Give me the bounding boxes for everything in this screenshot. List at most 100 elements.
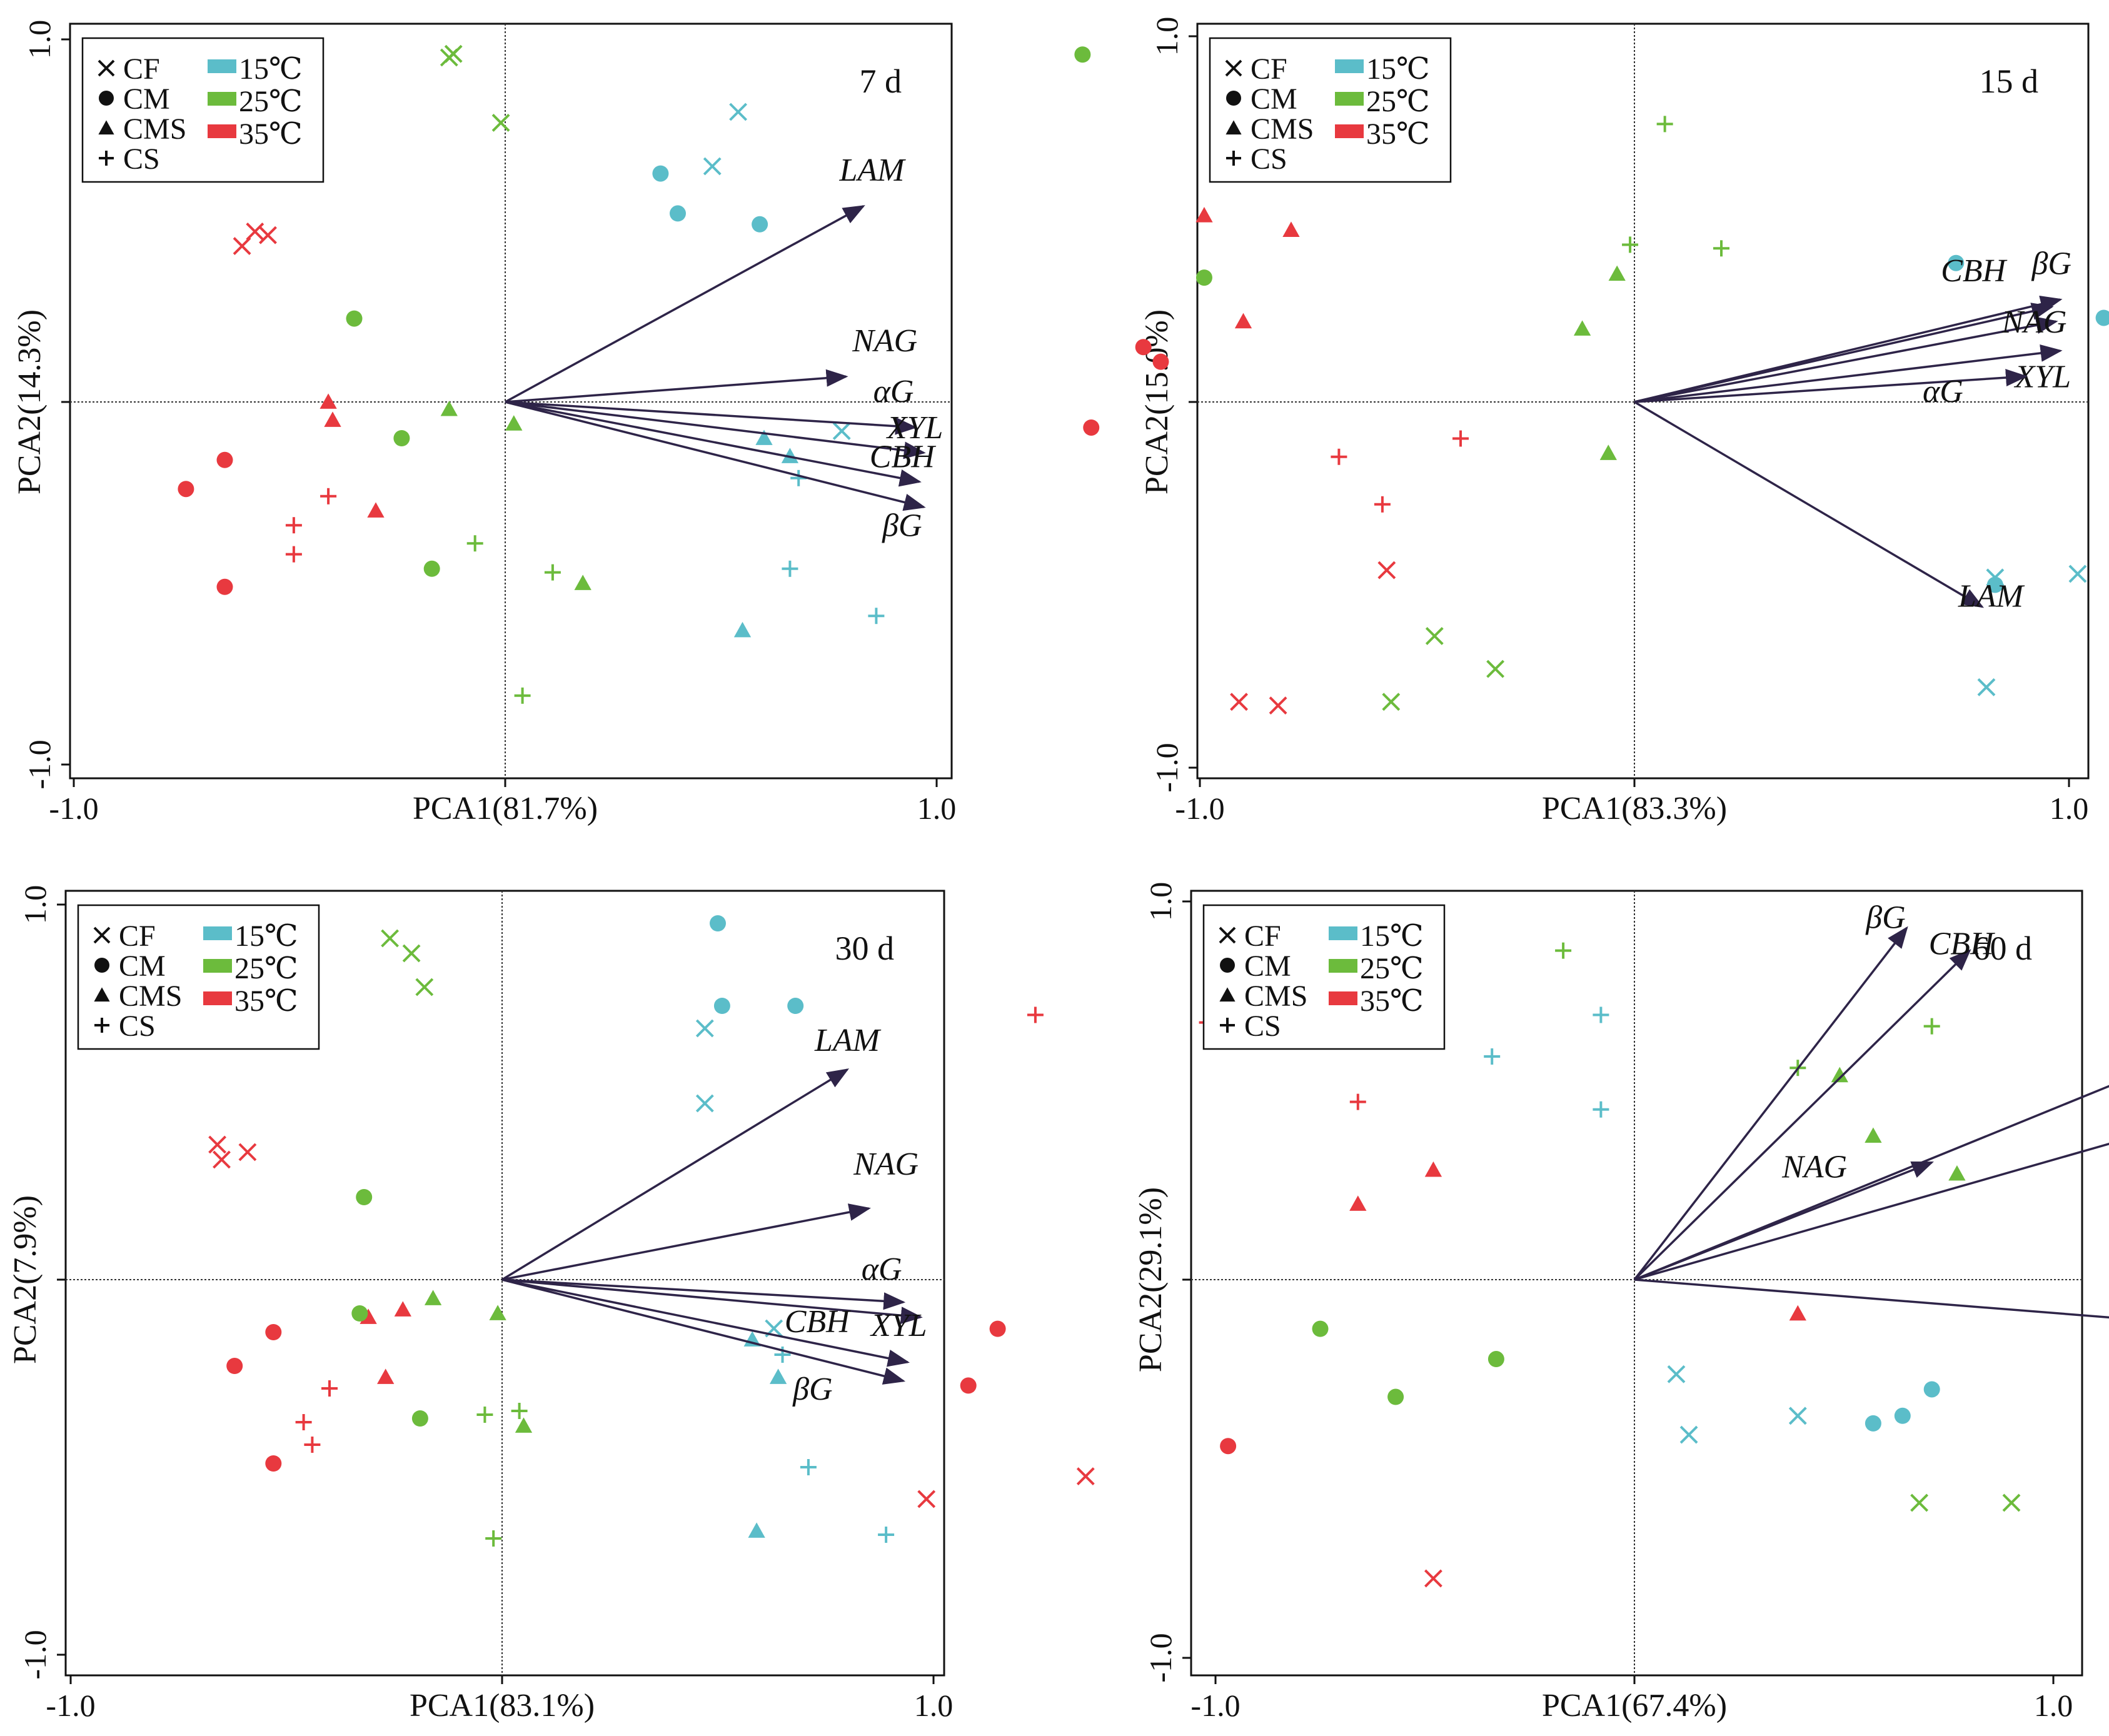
loading-arrow xyxy=(505,401,926,459)
data-point xyxy=(505,415,523,431)
x-tick-label: 1.0 xyxy=(917,791,957,826)
data-point xyxy=(1656,116,1673,133)
data-point xyxy=(1349,1195,1367,1211)
data-point xyxy=(1948,254,1965,271)
y-tick-label: -1.0 xyxy=(1149,743,1184,792)
legend-box xyxy=(1202,904,1446,1050)
data-point xyxy=(295,1414,312,1430)
data-point xyxy=(466,535,483,552)
loading-arrow xyxy=(501,1278,906,1385)
loading-arrow xyxy=(501,1068,849,1281)
legend-marker xyxy=(94,987,110,1002)
data-point xyxy=(2095,309,2109,326)
data-point xyxy=(1374,496,1391,513)
legend-label: 25℃ xyxy=(1366,85,1430,118)
data-point xyxy=(2002,1493,2021,1512)
legend-swatch xyxy=(1329,926,1357,940)
data-point xyxy=(285,546,302,563)
legend-label: CF xyxy=(1251,53,1287,86)
legend-label: CMS xyxy=(1251,113,1314,146)
legend-label: 35℃ xyxy=(1366,118,1430,151)
data-point xyxy=(782,560,798,577)
loading-label: LAM xyxy=(814,1023,882,1058)
legend-marker xyxy=(94,1018,109,1033)
data-point xyxy=(1923,1018,1940,1035)
legend-marker xyxy=(1219,926,1236,944)
x-tick-label: 1.0 xyxy=(2050,791,2089,826)
y-axis-title: PCA2(7.9%) xyxy=(8,1195,43,1364)
data-point xyxy=(989,1320,1006,1337)
legend-marker xyxy=(93,926,111,944)
data-point xyxy=(1312,1320,1329,1337)
loading-arrow xyxy=(505,205,865,403)
legend-swatch xyxy=(203,926,232,940)
data-point xyxy=(377,1368,395,1384)
data-point xyxy=(2068,564,2087,583)
data-point xyxy=(1622,236,1639,253)
data-point xyxy=(356,1189,373,1205)
data-point xyxy=(769,1368,787,1384)
data-point xyxy=(178,481,194,498)
legend-box xyxy=(81,37,325,183)
data-point xyxy=(1234,313,1252,329)
data-point xyxy=(213,1150,231,1169)
loading-arrow xyxy=(1634,1161,1934,1281)
loading-label: βG xyxy=(1865,900,1905,935)
data-point xyxy=(878,1527,895,1543)
data-point xyxy=(1220,1438,1237,1455)
loading-label: βG xyxy=(2031,246,2071,281)
data-point xyxy=(208,1135,227,1154)
loading-arrow xyxy=(505,369,848,403)
data-point xyxy=(259,226,277,244)
loading-label: NAG xyxy=(1781,1150,1847,1185)
data-point xyxy=(1083,419,1100,436)
legend-box xyxy=(1209,37,1452,183)
data-point xyxy=(265,1455,282,1472)
data-point xyxy=(424,1290,442,1305)
panel-title: 60 d xyxy=(1973,930,2033,967)
data-point xyxy=(1865,1127,1882,1143)
loading-arrow xyxy=(1634,1142,2109,1281)
data-point xyxy=(285,517,302,534)
data-point xyxy=(402,944,421,963)
data-point xyxy=(733,621,752,638)
data-point xyxy=(393,430,410,446)
data-point xyxy=(265,1324,282,1340)
data-point xyxy=(411,1410,428,1427)
legend-label: 25℃ xyxy=(1360,952,1424,985)
data-point xyxy=(1831,1066,1848,1083)
data-point xyxy=(729,103,748,121)
y-tick-label: -1.0 xyxy=(1143,1633,1178,1682)
data-point xyxy=(1452,430,1469,447)
data-point xyxy=(423,560,440,577)
y-tick-label: 1.0 xyxy=(18,885,53,925)
loading-arrow xyxy=(1634,401,1985,608)
legend-marker xyxy=(99,91,114,106)
data-point xyxy=(485,1530,502,1547)
y-tick-label: 1.0 xyxy=(1149,17,1184,56)
x-tick-label: -1.0 xyxy=(49,791,98,826)
y-tick-label: -1.0 xyxy=(22,740,57,789)
legend-label: CM xyxy=(123,83,170,116)
loading-arrow xyxy=(501,1203,871,1281)
data-point xyxy=(351,1305,368,1322)
loading-arrow xyxy=(1634,295,2063,403)
loading-arrow xyxy=(1634,316,2058,403)
legend-label: CS xyxy=(1251,143,1287,176)
data-point xyxy=(755,429,773,445)
data-point xyxy=(960,1377,977,1394)
legend-marker xyxy=(1219,987,1236,1002)
data-point xyxy=(1027,1006,1044,1023)
data-point xyxy=(1593,1101,1609,1118)
legend-swatch xyxy=(208,92,236,106)
data-point xyxy=(544,564,561,581)
data-point xyxy=(1424,1161,1442,1177)
legend-swatch xyxy=(208,124,236,138)
legend-marker xyxy=(1220,958,1235,973)
data-point xyxy=(321,1380,338,1397)
data-point xyxy=(216,578,233,595)
data-point xyxy=(1195,269,1212,286)
